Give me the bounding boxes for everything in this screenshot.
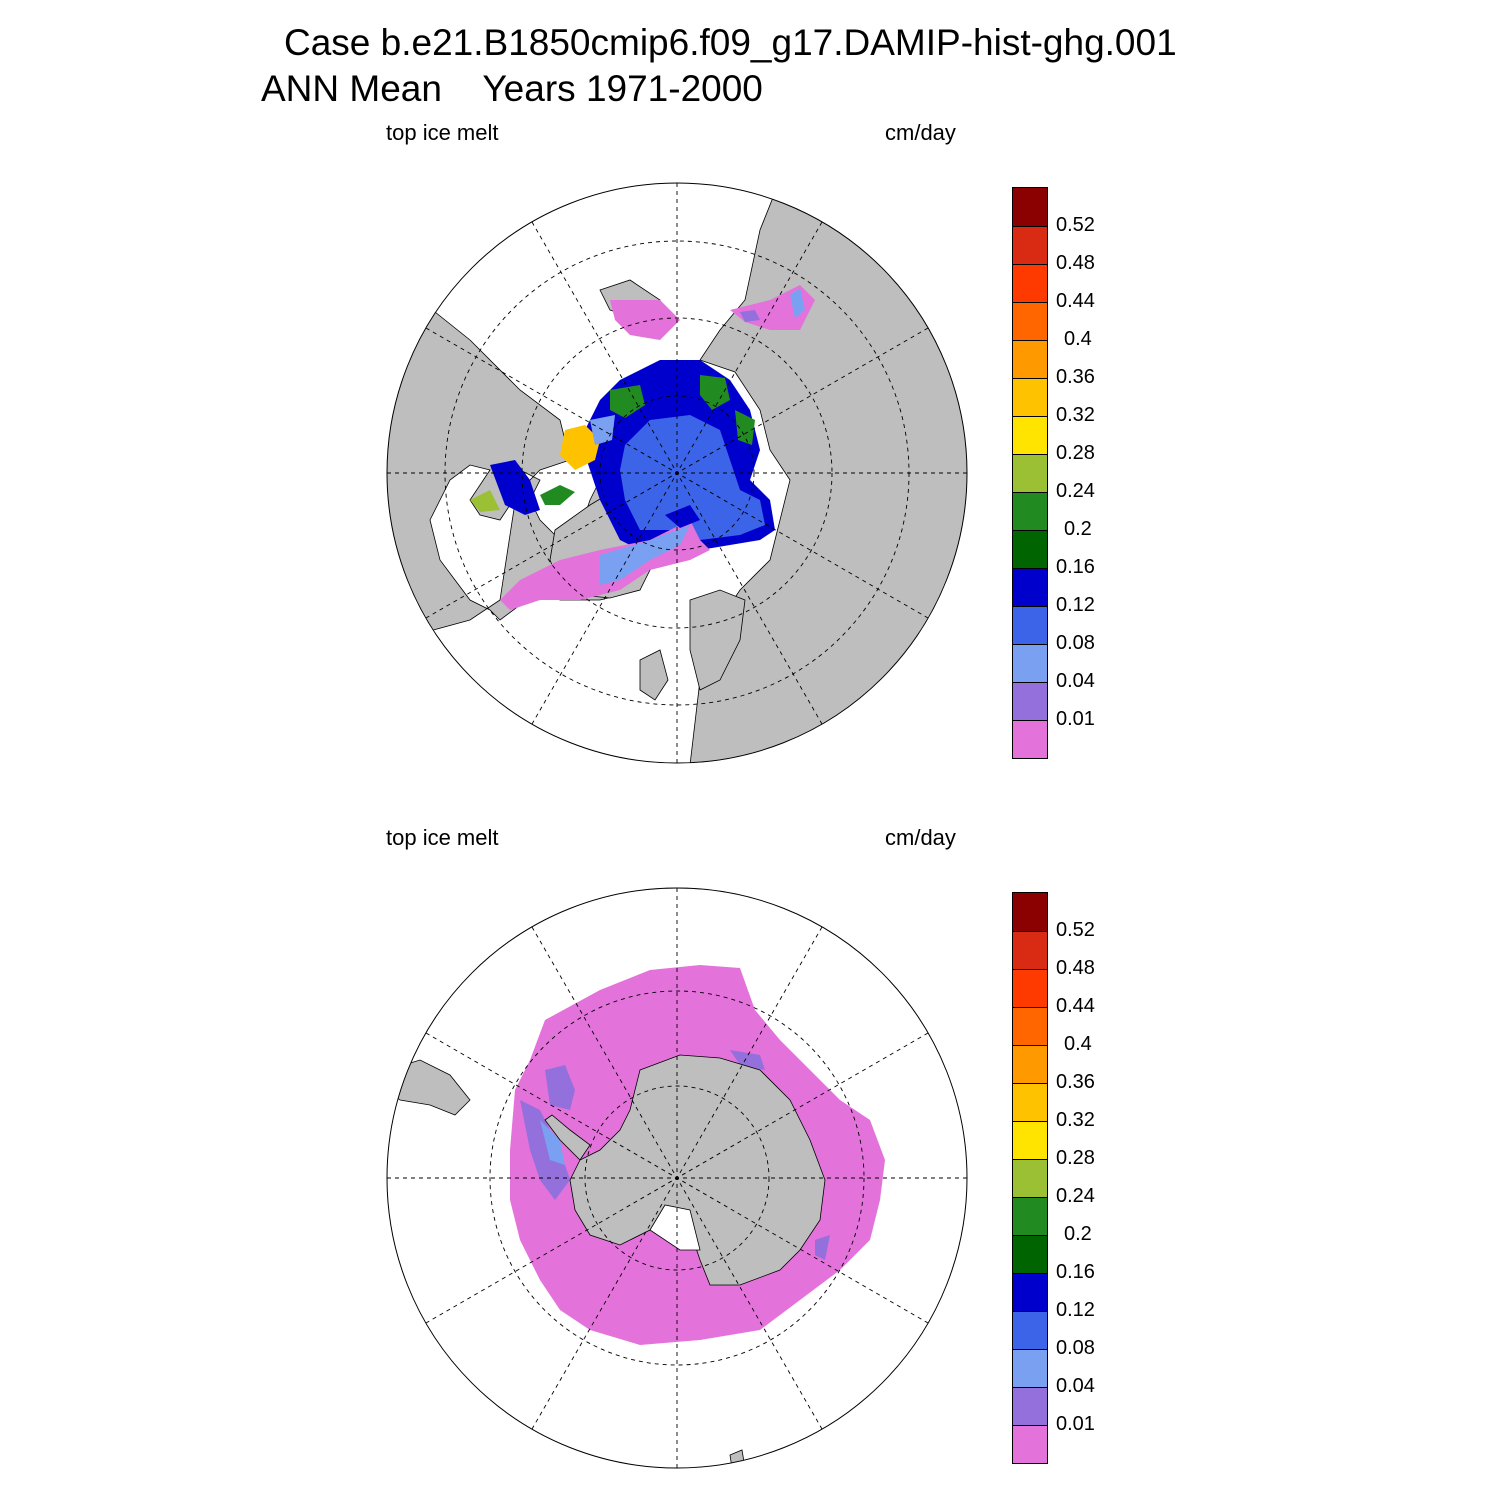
north-variable-label: top ice melt xyxy=(386,120,499,145)
north-units-label: cm/day xyxy=(885,120,956,145)
colorbar-tick-label: 0.04 xyxy=(1056,1375,1095,1397)
colorbar-segment xyxy=(1013,1121,1047,1159)
colorbar-segment xyxy=(1013,1159,1047,1197)
colorbar-tick-label: 0.48 xyxy=(1056,252,1095,274)
colorbar-tick-label: 0.48 xyxy=(1056,957,1095,979)
colorbar-tick-label: 0.12 xyxy=(1056,594,1095,616)
colorbar-segment xyxy=(1013,720,1047,758)
colorbar-segment xyxy=(1013,1045,1047,1083)
south-graticule xyxy=(387,888,967,1468)
colorbar-segment xyxy=(1013,1007,1047,1045)
north-polar-map xyxy=(386,182,968,764)
colorbar-tick-label: 0.16 xyxy=(1056,556,1095,578)
colorbar-tick-label: 0.16 xyxy=(1056,1261,1095,1283)
south-colorbar xyxy=(1012,892,1048,1464)
colorbar-segment xyxy=(1013,1197,1047,1235)
colorbar-tick-label: 0.4 xyxy=(1064,1033,1092,1055)
colorbar-segment xyxy=(1013,682,1047,720)
colorbar-segment xyxy=(1013,226,1047,264)
colorbar-tick-label: 0.2 xyxy=(1064,1223,1092,1245)
colorbar-segment xyxy=(1013,1235,1047,1273)
colorbar-tick-label: 0.32 xyxy=(1056,1109,1095,1131)
colorbar-tick-label: 0.4 xyxy=(1064,328,1092,350)
colorbar-segment xyxy=(1013,302,1047,340)
colorbar-segment xyxy=(1013,1083,1047,1121)
colorbar-tick-label: 0.08 xyxy=(1056,632,1095,654)
colorbar-tick-label: 0.44 xyxy=(1056,290,1095,312)
colorbar-tick-label: 0.12 xyxy=(1056,1299,1095,1321)
north-graticule xyxy=(387,183,967,763)
colorbar-segment xyxy=(1013,416,1047,454)
colorbar-tick-label: 0.08 xyxy=(1056,1337,1095,1359)
colorbar-segment xyxy=(1013,1311,1047,1349)
south-polar-map xyxy=(386,887,968,1469)
colorbar-segment xyxy=(1013,378,1047,416)
colorbar-tick-label: 0.2 xyxy=(1064,518,1092,540)
colorbar-segment xyxy=(1013,644,1047,682)
colorbar-segment xyxy=(1013,893,1047,931)
colorbar-segment xyxy=(1013,969,1047,1007)
colorbar-tick-label: 0.32 xyxy=(1056,404,1095,426)
colorbar-tick-label: 0.24 xyxy=(1056,1185,1095,1207)
south-units-label: cm/day xyxy=(885,825,956,850)
figure-title-period: ANN Mean Years 1971-2000 xyxy=(261,68,763,109)
colorbar-segment xyxy=(1013,340,1047,378)
colorbar-tick-label: 0.28 xyxy=(1056,1147,1095,1169)
colorbar-tick-label: 0.36 xyxy=(1056,1071,1095,1093)
colorbar-segment xyxy=(1013,188,1047,226)
colorbar-segment xyxy=(1013,530,1047,568)
colorbar-tick-label: 0.01 xyxy=(1056,1413,1095,1435)
figure-title-case: Case b.e21.B1850cmip6.f09_g17.DAMIP-hist… xyxy=(284,22,1177,63)
colorbar-tick-label: 0.01 xyxy=(1056,708,1095,730)
colorbar-segment xyxy=(1013,454,1047,492)
south-variable-label: top ice melt xyxy=(386,825,499,850)
colorbar-segment xyxy=(1013,492,1047,530)
colorbar-segment xyxy=(1013,264,1047,302)
colorbar-segment xyxy=(1013,568,1047,606)
colorbar-segment xyxy=(1013,1349,1047,1387)
colorbar-tick-label: 0.28 xyxy=(1056,442,1095,464)
colorbar-tick-label: 0.44 xyxy=(1056,995,1095,1017)
colorbar-tick-label: 0.52 xyxy=(1056,919,1095,941)
north-colorbar xyxy=(1012,187,1048,759)
colorbar-tick-label: 0.36 xyxy=(1056,366,1095,388)
colorbar-segment xyxy=(1013,606,1047,644)
colorbar-segment xyxy=(1013,931,1047,969)
colorbar-segment xyxy=(1013,1273,1047,1311)
colorbar-segment xyxy=(1013,1387,1047,1425)
colorbar-tick-label: 0.52 xyxy=(1056,214,1095,236)
colorbar-tick-label: 0.04 xyxy=(1056,670,1095,692)
colorbar-segment xyxy=(1013,1425,1047,1463)
colorbar-tick-label: 0.24 xyxy=(1056,480,1095,502)
